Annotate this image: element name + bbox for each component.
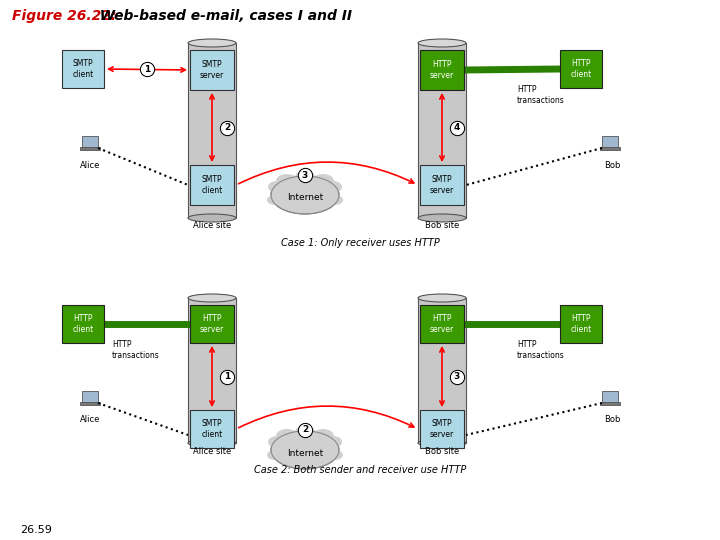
FancyBboxPatch shape <box>420 50 464 90</box>
FancyBboxPatch shape <box>190 410 234 448</box>
Text: Alice site: Alice site <box>193 220 231 230</box>
Text: Internet: Internet <box>287 193 323 202</box>
Ellipse shape <box>188 439 236 447</box>
Text: HTTP
server: HTTP server <box>430 60 454 80</box>
Text: SMTP
server: SMTP server <box>430 176 454 195</box>
FancyBboxPatch shape <box>80 146 100 150</box>
Text: SMTP
server: SMTP server <box>200 60 224 80</box>
Text: HTTP
transactions: HTTP transactions <box>112 340 160 360</box>
Text: HTTP
client: HTTP client <box>570 59 592 79</box>
Text: Figure 26.22:: Figure 26.22: <box>12 9 117 23</box>
Ellipse shape <box>188 39 236 47</box>
FancyBboxPatch shape <box>188 298 236 443</box>
FancyBboxPatch shape <box>190 50 234 90</box>
FancyBboxPatch shape <box>600 402 620 404</box>
FancyBboxPatch shape <box>602 136 618 146</box>
Text: SMTP
client: SMTP client <box>202 419 222 438</box>
Ellipse shape <box>327 450 343 460</box>
Text: Case 2: Both sender and receiver use HTTP: Case 2: Both sender and receiver use HTT… <box>254 465 466 475</box>
Ellipse shape <box>271 176 339 214</box>
FancyBboxPatch shape <box>600 146 620 150</box>
Ellipse shape <box>267 195 283 205</box>
Ellipse shape <box>324 436 342 448</box>
FancyBboxPatch shape <box>560 50 602 88</box>
Ellipse shape <box>271 431 339 469</box>
FancyBboxPatch shape <box>82 136 98 146</box>
Ellipse shape <box>312 429 334 443</box>
FancyBboxPatch shape <box>188 43 236 218</box>
Ellipse shape <box>268 181 286 193</box>
Ellipse shape <box>268 436 286 448</box>
FancyBboxPatch shape <box>82 390 98 402</box>
Ellipse shape <box>324 181 342 193</box>
Text: Case 1: Only receiver uses HTTP: Case 1: Only receiver uses HTTP <box>281 238 439 248</box>
Ellipse shape <box>188 294 236 302</box>
Text: Alice: Alice <box>80 415 100 424</box>
FancyBboxPatch shape <box>560 305 602 343</box>
Text: 2: 2 <box>302 426 308 435</box>
Text: HTTP
transactions: HTTP transactions <box>517 85 564 105</box>
FancyBboxPatch shape <box>418 298 466 443</box>
Ellipse shape <box>188 214 236 222</box>
FancyBboxPatch shape <box>420 305 464 343</box>
Text: Bob: Bob <box>604 415 620 424</box>
FancyBboxPatch shape <box>418 43 466 218</box>
Text: HTTP
client: HTTP client <box>570 314 592 334</box>
Text: SMTP
client: SMTP client <box>73 59 94 79</box>
Ellipse shape <box>418 39 466 47</box>
FancyBboxPatch shape <box>602 390 618 402</box>
Text: Web-based e-mail, cases I and II: Web-based e-mail, cases I and II <box>90 9 352 23</box>
Text: 4: 4 <box>454 123 460 132</box>
FancyBboxPatch shape <box>420 410 464 448</box>
Ellipse shape <box>295 426 315 438</box>
Text: Alice site: Alice site <box>193 447 231 456</box>
Text: HTTP
server: HTTP server <box>430 314 454 334</box>
Text: 3: 3 <box>454 372 460 381</box>
Ellipse shape <box>276 174 298 188</box>
Ellipse shape <box>327 195 343 205</box>
FancyBboxPatch shape <box>190 305 234 343</box>
FancyBboxPatch shape <box>62 50 104 88</box>
Ellipse shape <box>312 174 334 188</box>
FancyBboxPatch shape <box>190 165 234 205</box>
Text: HTTP
transactions: HTTP transactions <box>517 340 564 360</box>
Text: 3: 3 <box>302 171 308 179</box>
Text: Bob site: Bob site <box>425 447 459 456</box>
Text: 26.59: 26.59 <box>20 525 52 535</box>
Ellipse shape <box>418 439 466 447</box>
Text: SMTP
server: SMTP server <box>430 419 454 438</box>
Ellipse shape <box>267 450 283 460</box>
Ellipse shape <box>418 294 466 302</box>
Text: Internet: Internet <box>287 449 323 457</box>
Text: HTTP
client: HTTP client <box>73 314 94 334</box>
FancyBboxPatch shape <box>420 165 464 205</box>
FancyBboxPatch shape <box>80 402 100 404</box>
Text: 1: 1 <box>224 372 230 381</box>
Ellipse shape <box>276 429 298 443</box>
Text: Bob: Bob <box>604 160 620 170</box>
Text: HTTP
server: HTTP server <box>200 314 224 334</box>
Ellipse shape <box>295 171 315 184</box>
Text: Alice: Alice <box>80 160 100 170</box>
Text: SMTP
client: SMTP client <box>202 176 222 195</box>
Ellipse shape <box>418 214 466 222</box>
Text: 2: 2 <box>224 123 230 132</box>
FancyBboxPatch shape <box>62 305 104 343</box>
Text: Bob site: Bob site <box>425 220 459 230</box>
Text: 1: 1 <box>144 64 150 73</box>
